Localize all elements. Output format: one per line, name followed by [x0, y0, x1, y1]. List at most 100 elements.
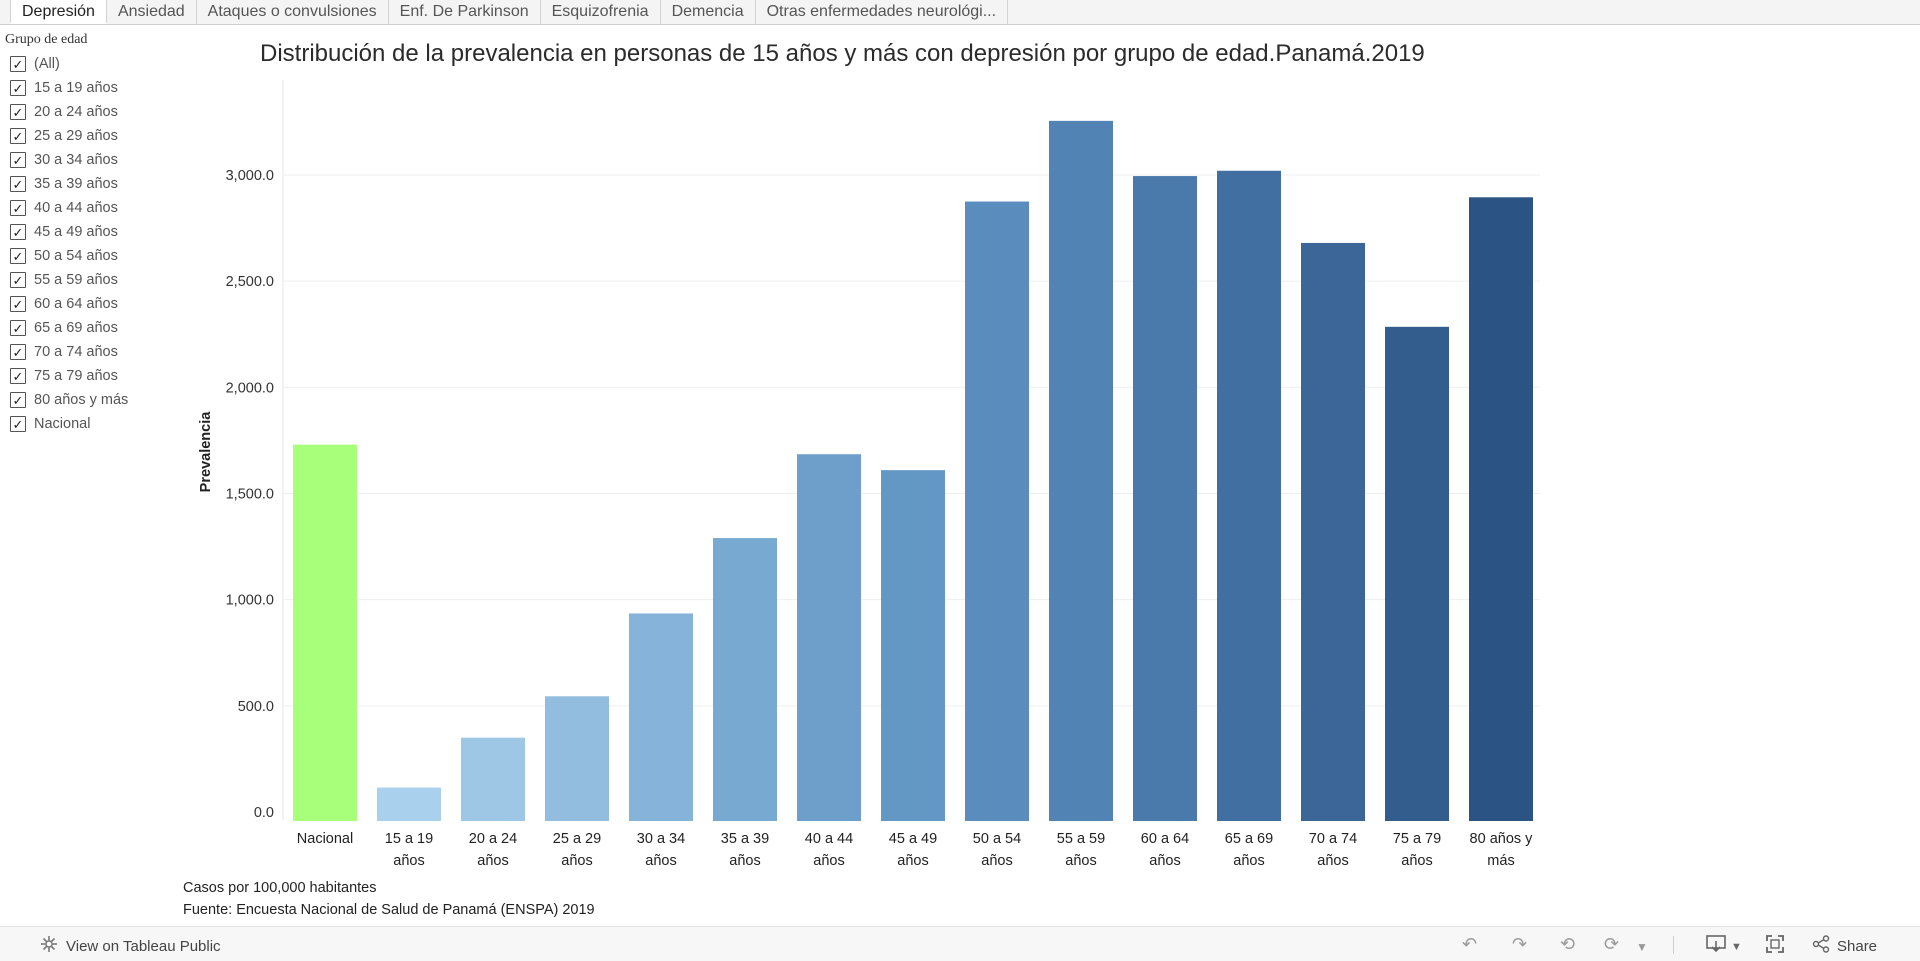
checkbox-icon[interactable]: ✓	[10, 296, 26, 312]
checkbox-icon[interactable]: ✓	[10, 248, 26, 264]
filter-item[interactable]: ✓ 20 a 24 años	[5, 100, 185, 124]
tab-bar: Depresión Ansiedad Ataques o convulsiones E…	[0, 0, 1920, 25]
bar[interactable]	[461, 737, 525, 821]
bar[interactable]	[1133, 176, 1197, 822]
filter-item[interactable]: ✓ (All)	[5, 52, 185, 76]
fullscreen-icon[interactable]	[1766, 935, 1784, 956]
bar[interactable]	[881, 470, 945, 821]
filter-item[interactable]: ✓ 70 a 74 años	[5, 340, 185, 364]
chart-title: Distribución de la prevalencia en person…	[260, 40, 1425, 67]
checkbox-icon[interactable]: ✓	[10, 344, 26, 360]
filter-item[interactable]: ✓ 25 a 29 años	[5, 124, 185, 148]
x-tick-label: años	[645, 853, 676, 869]
x-tick-label: Nacional	[297, 831, 353, 847]
bar[interactable]	[965, 201, 1029, 821]
filter-item[interactable]: ✓ 40 a 44 años	[5, 196, 185, 220]
x-tick-label: años	[1317, 853, 1348, 869]
tab-0[interactable]: Depresión	[10, 0, 107, 24]
share-icon	[1812, 935, 1830, 957]
x-tick-label: años	[1401, 853, 1432, 869]
checkbox-icon[interactable]: ✓	[10, 368, 26, 384]
filter-item[interactable]: ✓ 75 a 79 años	[5, 364, 185, 388]
filter-item-label: 70 a 74 años	[34, 344, 118, 360]
bar[interactable]	[797, 454, 861, 821]
x-tick-label: años	[1149, 853, 1180, 869]
tab-3[interactable]: Enf. De Parkinson	[389, 0, 541, 24]
checkbox-icon[interactable]: ✓	[10, 392, 26, 408]
checkbox-icon[interactable]: ✓	[10, 224, 26, 240]
y-tick-label: 3,000.0	[226, 168, 274, 184]
checkbox-icon[interactable]: ✓	[10, 80, 26, 96]
refresh-icon[interactable]: ⟳	[1604, 934, 1620, 954]
bar[interactable]	[1385, 326, 1449, 821]
bar[interactable]	[293, 444, 357, 821]
tab-1[interactable]: Ansiedad	[107, 0, 197, 24]
filter-item[interactable]: ✓ 15 a 19 años	[5, 76, 185, 100]
share-button[interactable]: Share	[1812, 935, 1877, 957]
bar[interactable]	[629, 613, 693, 821]
tab-6[interactable]: Otras enfermedades neurológi...	[756, 0, 1009, 24]
revert-icon[interactable]: ⟲	[1560, 934, 1576, 954]
y-tick-label: 2,500.0	[226, 274, 274, 290]
filter-item[interactable]: ✓ 30 a 34 años	[5, 148, 185, 172]
filter-item[interactable]: ✓ 45 a 49 años	[5, 220, 185, 244]
share-label: Share	[1837, 937, 1878, 955]
bar[interactable]	[1049, 120, 1113, 822]
filter-item-label: 75 a 79 años	[34, 368, 118, 384]
download-menu-icon[interactable]: ▼	[1731, 941, 1742, 953]
x-tick-label: 35 a 39	[721, 831, 769, 847]
checkbox-icon[interactable]: ✓	[10, 416, 26, 432]
x-tick-label: 65 a 69	[1225, 831, 1273, 847]
checkbox-icon[interactable]: ✓	[10, 152, 26, 168]
x-tick-label: años	[1233, 853, 1264, 869]
checkbox-icon[interactable]: ✓	[10, 128, 26, 144]
bar[interactable]	[377, 787, 441, 821]
filter-item-label: 45 a 49 años	[34, 224, 118, 240]
x-tick-label: años	[981, 853, 1012, 869]
bar[interactable]	[1217, 170, 1281, 822]
tab-2[interactable]: Ataques o convulsiones	[197, 0, 389, 24]
x-tick-label: años	[477, 853, 508, 869]
tab-4[interactable]: Esquizofrenia	[541, 0, 661, 24]
y-tick-label: 1,000.0	[226, 593, 274, 609]
filter-item[interactable]: ✓ 80 años y más	[5, 388, 185, 412]
redo-icon[interactable]: ↷	[1512, 934, 1528, 954]
filter-item[interactable]: ✓ 55 a 59 años	[5, 268, 185, 292]
filter-item-label: 20 a 24 años	[34, 104, 118, 120]
age-group-filter: Grupo de edad ✓ (All) ✓ 15 a 19 años ✓ 20 a 2…	[5, 32, 185, 436]
filter-title: Grupo de edad	[5, 32, 88, 47]
bar[interactable]	[1469, 197, 1533, 822]
download-icon[interactable]	[1706, 935, 1726, 956]
bar[interactable]	[1301, 242, 1365, 822]
bottom-toolbar: View on Tableau Public ↶ ↷ ⟲ ⟳ ▼ ▼ Share	[0, 926, 1920, 961]
x-tick-label: 45 a 49	[889, 831, 937, 847]
source-note: Fuente: Encuesta Nacional de Salud de Pa…	[183, 902, 595, 918]
bar[interactable]	[545, 696, 609, 821]
x-tick-label: años	[729, 853, 760, 869]
filter-item[interactable]: ✓ Nacional	[5, 412, 185, 436]
x-tick-label: 75 a 79	[1393, 831, 1441, 847]
checkbox-icon[interactable]: ✓	[10, 200, 26, 216]
x-tick-label: 80 años y	[1470, 831, 1534, 847]
filter-item-label: 25 a 29 años	[34, 128, 118, 144]
checkbox-icon[interactable]: ✓	[10, 176, 26, 192]
filter-list: ✓ (All) ✓ 15 a 19 años ✓ 20 a 24 años ✓ 25 a 29…	[5, 52, 185, 436]
filter-item-label: 40 a 44 años	[34, 200, 118, 216]
y-tick-label: 2,000.0	[226, 380, 274, 396]
chevron-down-icon[interactable]: ▼	[1636, 940, 1648, 954]
y-axis-title: Prevalencia	[198, 411, 214, 493]
filter-item[interactable]: ✓ 65 a 69 años	[5, 316, 185, 340]
bar[interactable]	[713, 538, 777, 821]
checkbox-icon[interactable]: ✓	[10, 104, 26, 120]
filter-item[interactable]: ✓ 50 a 54 años	[5, 244, 185, 268]
checkbox-icon[interactable]: ✓	[10, 320, 26, 336]
checkbox-icon[interactable]: ✓	[10, 56, 26, 72]
filter-item[interactable]: ✓ 35 a 39 años	[5, 172, 185, 196]
toolbar-divider	[1673, 936, 1674, 954]
view-on-tableau-link[interactable]: View on Tableau Public	[40, 935, 221, 957]
tab-5[interactable]: Demencia	[661, 0, 756, 24]
x-tick-label: años	[393, 853, 424, 869]
checkbox-icon[interactable]: ✓	[10, 272, 26, 288]
filter-item[interactable]: ✓ 60 a 64 años	[5, 292, 185, 316]
undo-icon[interactable]: ↶	[1462, 934, 1478, 954]
